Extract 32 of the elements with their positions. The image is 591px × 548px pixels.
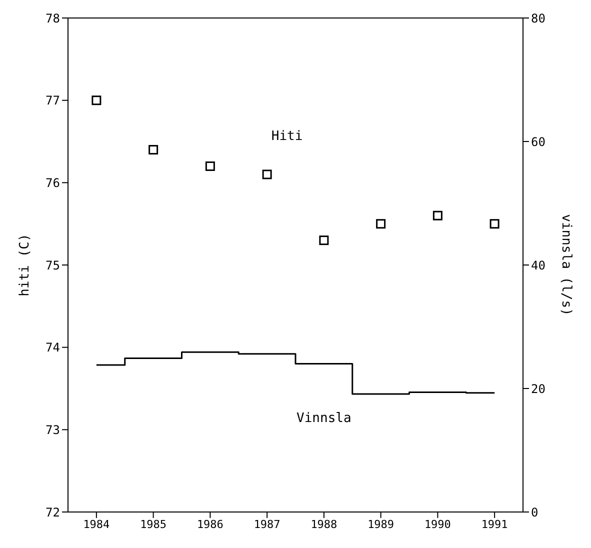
point — [490, 219, 500, 229]
x-tick-label: 1986 — [196, 518, 224, 531]
y-tick-label: 75 — [46, 258, 60, 272]
text: Hiti — [271, 128, 303, 144]
y-tick-label: 78 — [46, 11, 60, 26]
y-tick-label: 74 — [46, 340, 60, 355]
point — [92, 96, 102, 106]
y2-tick-label: 40 — [531, 258, 546, 272]
point — [319, 236, 329, 246]
y-tick-label: 76 — [46, 176, 60, 190]
x-tick-label: 1984 — [83, 518, 110, 531]
series-label: Vinnsla — [296, 410, 352, 426]
y2-tick-label: 80 — [531, 11, 546, 26]
y-tick-label: 72 — [46, 505, 60, 520]
point — [205, 161, 215, 171]
x-tick-label: 1987 — [254, 518, 280, 531]
point — [262, 170, 272, 180]
x-tick-label: 1989 — [368, 518, 394, 531]
y-tick-label: 73 — [46, 422, 60, 437]
x-tick-label: 1990 — [424, 518, 451, 531]
x-tick-label: 1988 — [310, 518, 338, 531]
y-tick-label: 77 — [46, 94, 60, 108]
y2-tick-label: 60 — [531, 134, 546, 149]
y2-tick-label: 20 — [531, 382, 546, 396]
x-tick-label: 1985 — [140, 518, 167, 531]
x-tick-label: 1991 — [481, 518, 508, 531]
point — [376, 219, 386, 229]
y2-tick-label: 0 — [531, 505, 538, 520]
y-axis-title: hiti (C) — [18, 234, 33, 296]
y2-axis-title: vinnsla (l/s) — [558, 214, 574, 316]
point — [432, 210, 442, 220]
point — [148, 144, 158, 154]
